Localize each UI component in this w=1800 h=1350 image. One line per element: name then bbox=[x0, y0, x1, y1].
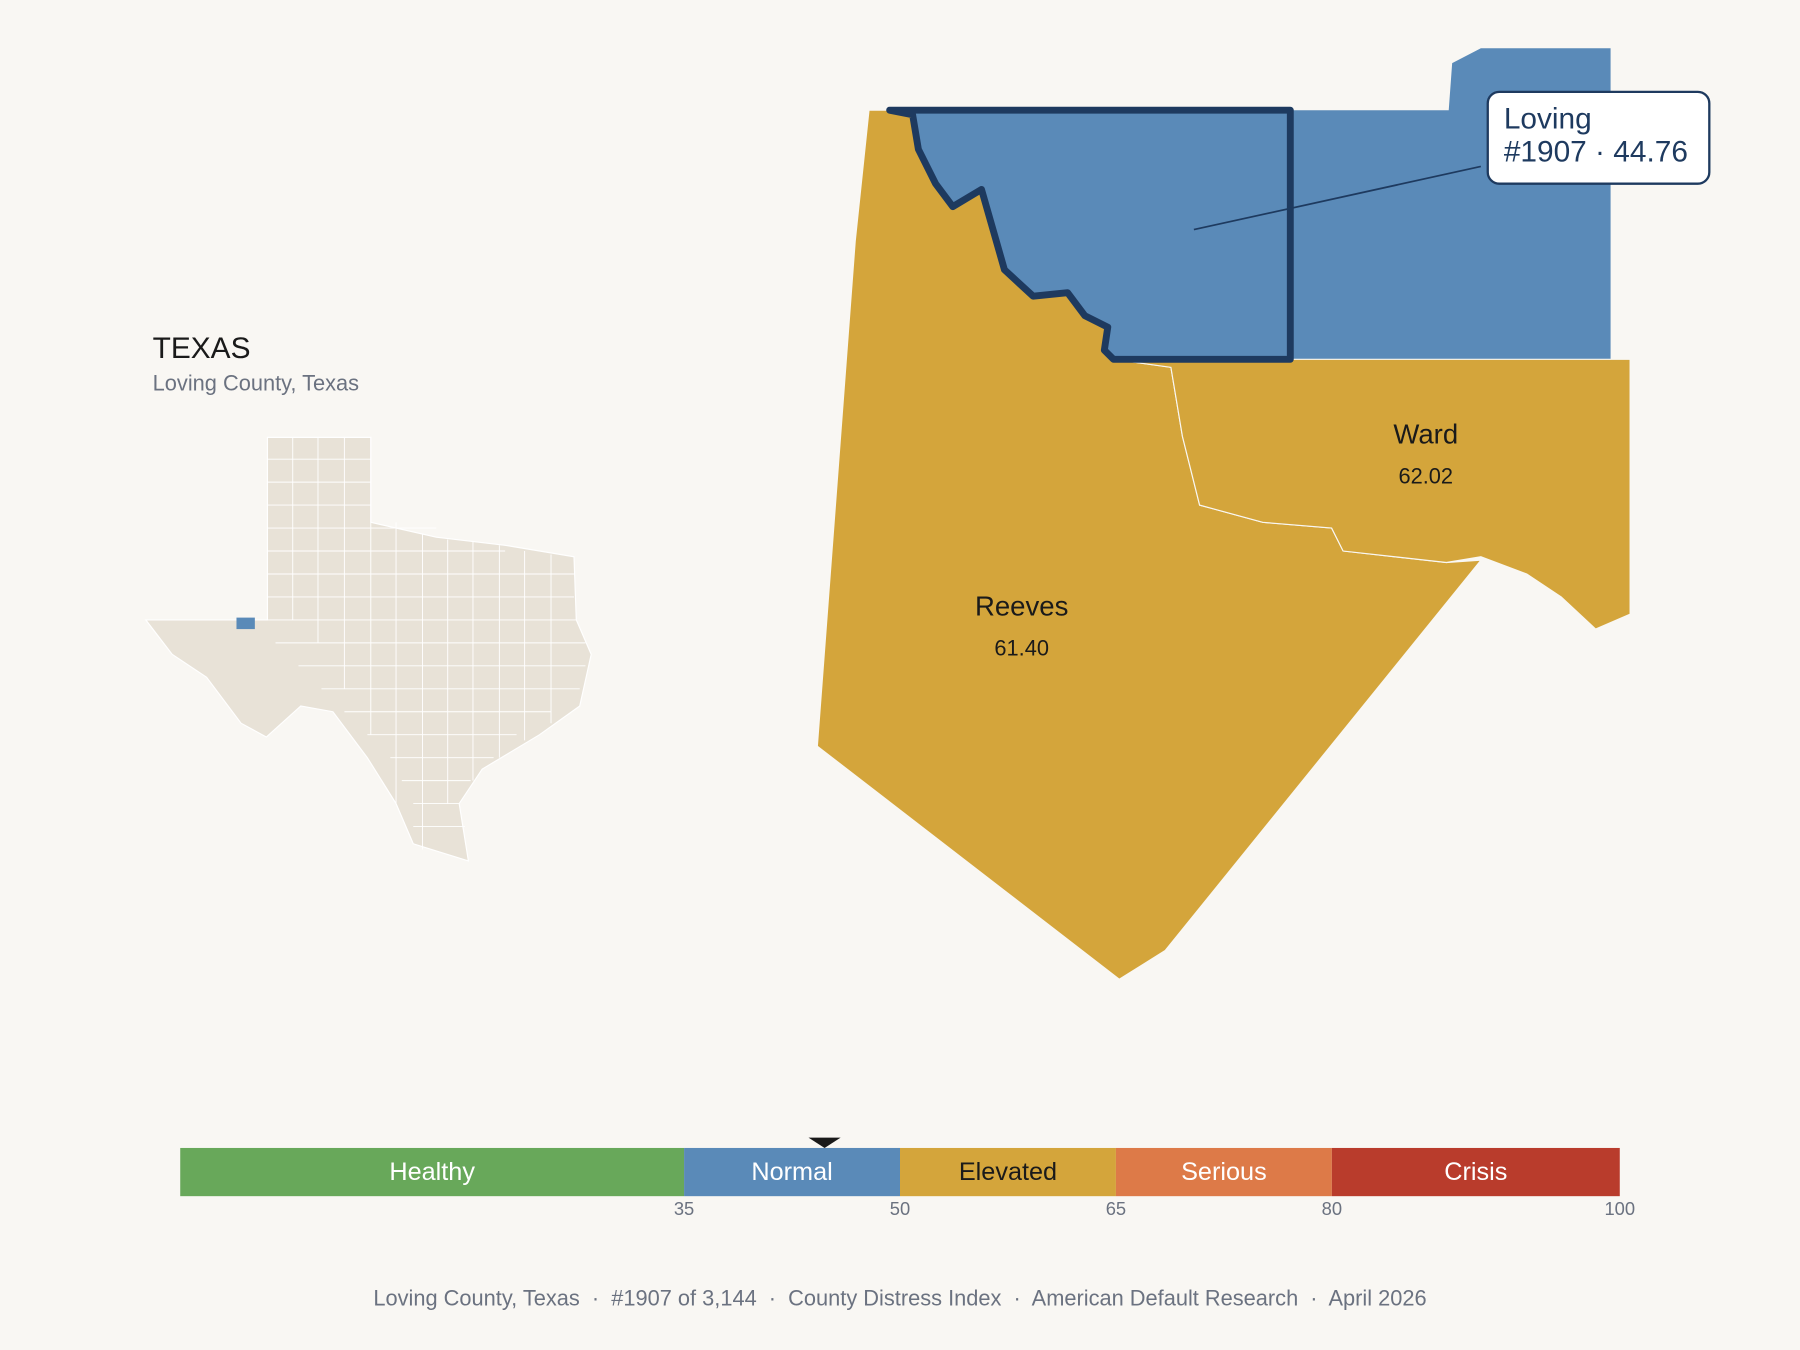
scale-band bbox=[1331, 1147, 1620, 1197]
scale-band bbox=[684, 1147, 900, 1197]
county-score: 62.02 bbox=[1398, 463, 1453, 488]
scale-tick-label: 80 bbox=[1322, 1198, 1342, 1219]
distress-scale: Healthy Normal Elevated Serious Crisis 35 50 65… bbox=[180, 1137, 1635, 1219]
scale-band-label: Crisis bbox=[1444, 1158, 1507, 1186]
state-subtitle: Loving County, Texas bbox=[153, 370, 359, 395]
county-score: 61.40 bbox=[994, 636, 1049, 661]
callout-leader bbox=[1193, 165, 1482, 231]
county-name: Ward bbox=[1393, 419, 1458, 450]
callout-box bbox=[1486, 90, 1711, 185]
scale-band-label: Serious bbox=[1181, 1158, 1267, 1186]
scale-band-label: Elevated bbox=[959, 1158, 1057, 1186]
scale-tick-label: 35 bbox=[674, 1198, 694, 1219]
callout-name: Loving bbox=[1504, 102, 1592, 135]
scale-tick-label: 100 bbox=[1604, 1198, 1635, 1219]
scale-tick-label: 65 bbox=[1106, 1198, 1126, 1219]
county-name: Reeves bbox=[975, 591, 1068, 622]
scale-band bbox=[180, 1147, 685, 1197]
texas-outline bbox=[144, 436, 592, 862]
score-marker bbox=[808, 1137, 841, 1148]
scale-band bbox=[900, 1147, 1116, 1197]
scale-band bbox=[1115, 1147, 1332, 1197]
footer: Loving County, Texas · #1907 of 3,144 · … bbox=[373, 1285, 1426, 1310]
loving-inset bbox=[236, 617, 255, 630]
state-title: TEXAS bbox=[153, 332, 251, 365]
callout-detail: #1907 · 44.76 bbox=[1504, 136, 1688, 169]
selected-county[interactable] bbox=[886, 106, 1294, 363]
scale-band-label: Healthy bbox=[389, 1158, 475, 1186]
scale-band-label: Normal bbox=[751, 1158, 832, 1186]
scale-tick-label: 50 bbox=[890, 1198, 910, 1219]
county-shape[interactable] bbox=[1113, 358, 1631, 630]
texas-county-grid bbox=[267, 437, 586, 850]
